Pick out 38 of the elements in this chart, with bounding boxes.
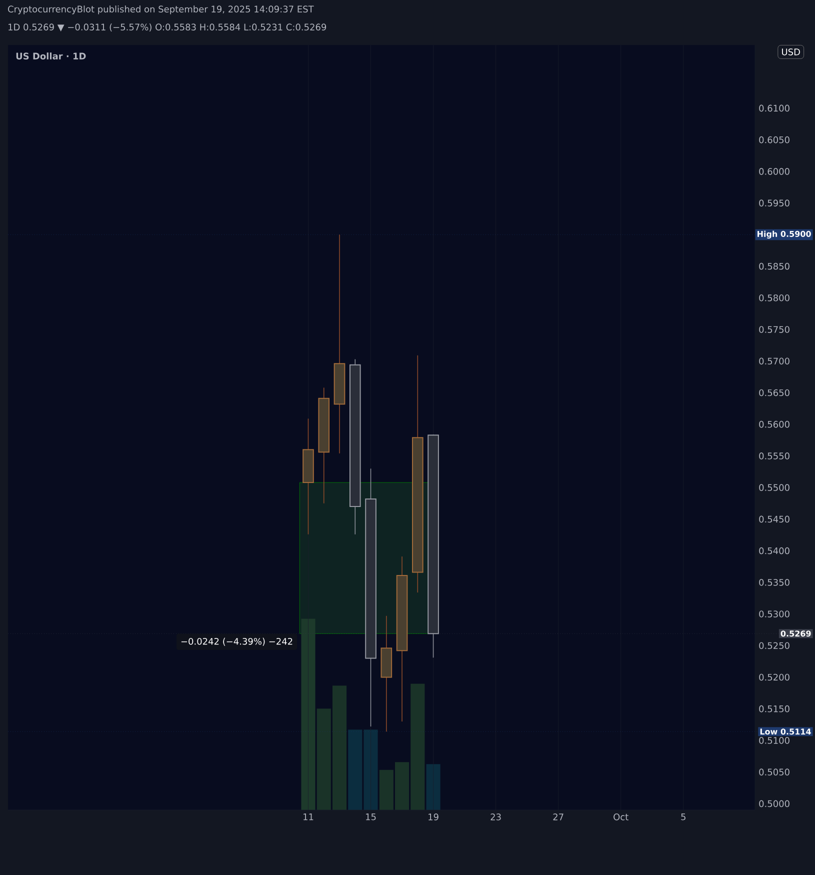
x-tick-label: 19	[428, 814, 438, 820]
ref-line-label: 0.5269	[780, 630, 811, 637]
y-tick-label: 0.6050	[759, 136, 790, 144]
y-tick-label: 0.5550	[759, 452, 790, 460]
y-tick-label: 0.5950	[759, 200, 790, 206]
y-tick-label: 0.5050	[759, 768, 790, 776]
y-tick-label: 0.5500	[759, 484, 790, 491]
ref-line-label: High 0.5900	[758, 230, 811, 239]
x-tick-label: 5	[681, 814, 686, 820]
text: USD	[782, 48, 800, 56]
ref-line-label: Low 0.5114	[760, 728, 811, 735]
y-tick-label: 0.5400	[759, 547, 790, 554]
y-tick-label: 0.5200	[759, 674, 790, 681]
y-tick-label: 0.5450	[759, 516, 790, 523]
x-tick-label: 11	[304, 814, 314, 820]
bar	[426, 764, 440, 810]
y-tick-label: 0.5800	[759, 294, 790, 302]
y-tick-label: 0.6100	[759, 104, 790, 112]
x-tick-label: 23	[490, 814, 501, 820]
y-tick-label: 0.5750	[759, 326, 790, 333]
y-tick-label: 0.5350	[759, 578, 790, 586]
y-tick-label: 0.5700	[759, 358, 790, 365]
y-tick-label: 0.5100	[759, 737, 790, 744]
text: US Dollar · 1D	[16, 52, 86, 60]
y-tick-label: 0.5150	[759, 705, 790, 712]
text: 1D 0.5269 ▼ −0.0311 (−5.57%) O:0.5583 H:0.5584 L:0.5231 C:0.5269	[8, 24, 326, 32]
annotation: −0.0242 (−4.39%) −242	[181, 638, 292, 646]
text: CryptocurrencyBlot published on September 19, 2025 14:09:37 EST	[8, 6, 314, 14]
y-tick-label: 0.5000	[759, 800, 790, 808]
x-tick-label: 15	[366, 814, 376, 820]
y-tick-label: 0.5850	[759, 262, 790, 270]
y-tick-label: 0.5600	[759, 420, 790, 428]
y-tick-label: 0.5650	[759, 389, 790, 396]
y-tick-label: 0.5300	[759, 610, 790, 618]
x-tick-label: Oct	[614, 814, 628, 820]
x-tick-label: 27	[553, 814, 564, 820]
y-tick-label: 0.5250	[759, 642, 790, 650]
y-tick-label: 0.6000	[759, 168, 790, 175]
